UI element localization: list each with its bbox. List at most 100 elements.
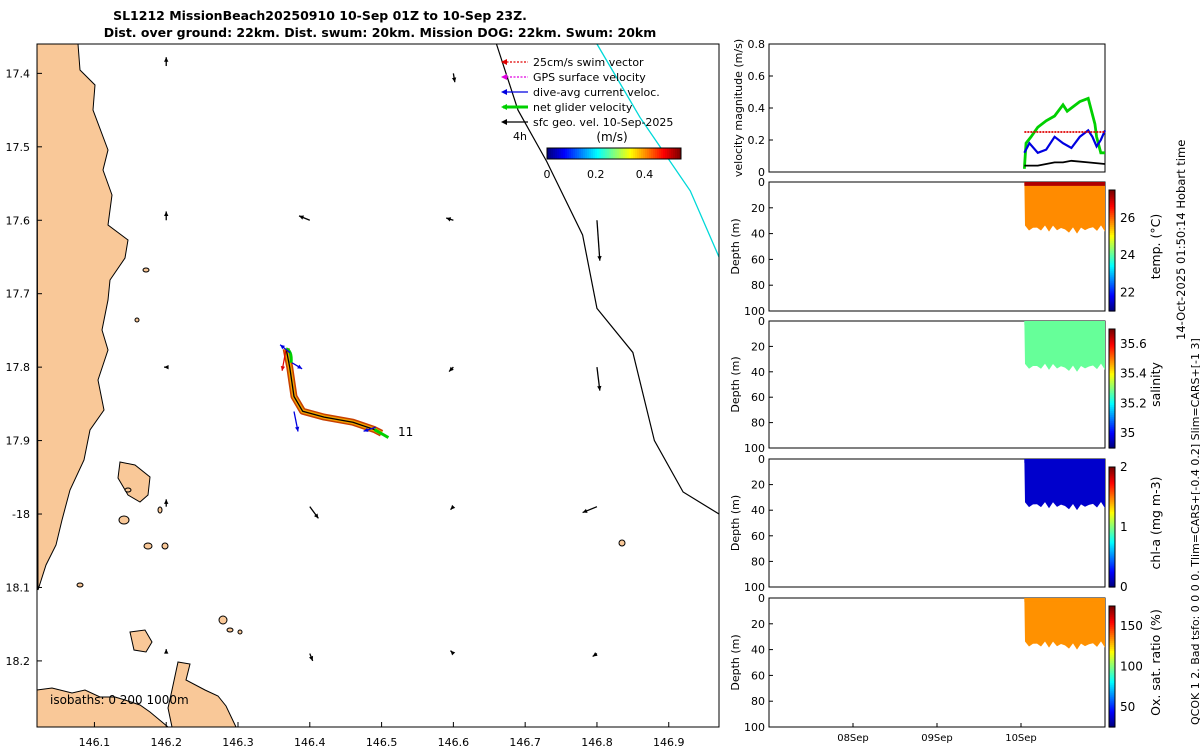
profile-cbar-cell-3: [1109, 636, 1115, 639]
profile-cbar-cell-1: [1109, 416, 1115, 419]
colorbar-cell: [611, 148, 614, 159]
colorbar-cell: [577, 148, 580, 159]
colorbar-cell: [597, 148, 600, 159]
profile-cbar-cell-0: [1109, 274, 1115, 278]
profile-cbar-cell-2: [1109, 547, 1115, 550]
colorbar-tick-2: 0.4: [636, 168, 654, 181]
profile-cbar-cell-2: [1109, 567, 1115, 570]
profile-cbar-cell-0: [1109, 198, 1115, 201]
profile-cbar-cell-2: [1109, 551, 1115, 554]
net-velocity-segment-start: [285, 347, 293, 363]
profile-cbar-cell-2: [1109, 501, 1115, 504]
colorbar-cell: [617, 148, 620, 159]
sfc-velocity-arrow-12-head: [582, 508, 588, 513]
colorbar-cell: [583, 148, 586, 159]
profile-cbar-cell-0: [1109, 308, 1115, 312]
profile-cbar-cell-2: [1109, 563, 1115, 566]
legend-head-1: [501, 74, 507, 80]
profile-cbar-cell-0: [1109, 226, 1115, 229]
profile-y-tick-1-2: 40: [751, 366, 765, 379]
profile-cbar-cell-1: [1109, 360, 1115, 364]
profile-cbar-cell-2: [1109, 497, 1115, 500]
profile-var-label-0: temp. (°C): [1148, 214, 1163, 279]
colorbar-cell: [569, 148, 572, 159]
profile-cbar-cell-3: [1109, 724, 1115, 728]
profile-cbar-cell-2: [1109, 557, 1115, 560]
profile-cbar-cell-3: [1109, 624, 1115, 627]
profile-cbar-cell-2: [1109, 565, 1115, 568]
profile-cbar-cell-0: [1109, 282, 1115, 286]
profile-y-tick-0-1: 20: [751, 202, 765, 215]
profile-cbar-cell-1: [1109, 418, 1115, 421]
profile-cbar-cell-2: [1109, 493, 1115, 496]
profile-cbar-tick-1-1: 35.2: [1120, 396, 1147, 410]
profile-cbar-cell-2: [1109, 575, 1115, 578]
small-island-11: [237, 629, 243, 635]
profile-cbar-cell-0: [1109, 306, 1115, 310]
profile-cbar-cell-3: [1109, 714, 1115, 718]
date-tick-0: 08Sep: [837, 733, 869, 744]
profile-cbar-cell-2: [1109, 505, 1115, 508]
colorbar-cell: [651, 148, 654, 159]
profile-cbar-cell-3: [1109, 632, 1115, 635]
map-y-tick-7: 18.1: [6, 581, 31, 594]
profile-cbar-cell-0: [1109, 288, 1115, 292]
profile-cbar-cell-3: [1109, 690, 1115, 694]
profile-y-tick-1-4: 80: [751, 417, 765, 430]
profile-cbar-cell-1: [1109, 352, 1115, 356]
profile-cbar-box-3: [1108, 605, 1116, 728]
profile-cbar-cell-0: [1109, 216, 1115, 219]
profile-cbar-cell-1: [1109, 388, 1115, 392]
colorbar-cell: [653, 148, 656, 159]
profile-cbar-cell-0: [1109, 268, 1115, 272]
swim-vector-start-head: [280, 365, 286, 371]
profile-cbar-cell-1: [1109, 329, 1115, 332]
profile-axes-box-1: [768, 320, 1106, 449]
profile-cbar-cell-1: [1109, 438, 1115, 441]
profile-cbar-cell-3: [1109, 692, 1115, 696]
profile-cbar-cell-2: [1109, 523, 1115, 526]
colorbar-cell: [599, 148, 602, 159]
colorbar-cell: [561, 148, 564, 159]
velocity-y-tick-3: 0.6: [748, 70, 766, 83]
velocity-series-1: [1023, 128, 1107, 155]
profile-y-tick-2-4: 80: [751, 555, 765, 568]
sfc-velocity-arrow-13-head: [164, 649, 169, 654]
legend-label-3: net glider velocity: [533, 101, 633, 114]
map-x-tick-7: 146.8: [581, 736, 613, 749]
profile-cbar-cell-1: [1109, 382, 1115, 386]
colorbar-box: [546, 147, 682, 160]
profile-cbar-cell-1: [1109, 432, 1115, 435]
profile-cbar-cell-3: [1109, 670, 1115, 674]
velocity-axes-box: [768, 43, 1106, 173]
colorbar-cell: [645, 148, 648, 159]
colorbar-cell: [593, 148, 596, 159]
profile-cbar-cell-3: [1109, 722, 1115, 726]
profile-cbar-cell-3: [1109, 716, 1115, 720]
sfc-velocity-arrow-5: [596, 220, 601, 261]
map-y-tick-4: 17.8: [6, 361, 31, 374]
profile-cbar-cell-3: [1109, 640, 1115, 643]
map-x-tick-4: 146.5: [366, 736, 398, 749]
profile-ylabel-1: Depth (m): [729, 356, 742, 412]
profile-cbar-cell-2: [1109, 543, 1115, 546]
colorbar-cell: [655, 148, 658, 159]
map-x-tick-8: 146.9: [653, 736, 685, 749]
date-tick-2: 10Sep: [1005, 733, 1037, 744]
profile-var-label-1: salinity: [1148, 361, 1163, 406]
colorbar-cell: [571, 148, 574, 159]
profile-cbar-cell-2: [1109, 521, 1115, 524]
profile-cbar-cell-3: [1109, 706, 1115, 710]
profile-cbar-cell-1: [1109, 362, 1115, 366]
map-y-tick-6: -18: [12, 508, 30, 521]
profile-cbar-cell-2: [1109, 541, 1115, 544]
colorbar-cell: [635, 148, 638, 159]
profile-cbar-cell-0: [1109, 242, 1115, 246]
small-island-4: [226, 627, 234, 633]
profile-cbar-cell-1: [1109, 354, 1115, 358]
profile-cbar-cell-2: [1109, 483, 1115, 486]
colorbar-cell: [557, 148, 560, 159]
profile-cbar-cell-3: [1109, 682, 1115, 686]
map-x-tick-2: 146.3: [222, 736, 254, 749]
profile-cbar-cell-2: [1109, 555, 1115, 558]
